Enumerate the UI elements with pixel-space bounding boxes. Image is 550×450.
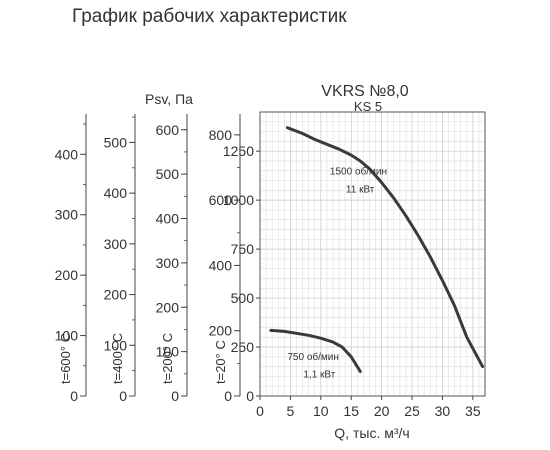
y-tick-label: 250 [231,339,255,355]
pressure-scale-tick-label: 100 [156,344,180,360]
pressure-scale-tick-label: 300 [156,255,180,271]
y-tick-label: 0 [246,388,254,404]
x-tick-label: 15 [343,403,359,419]
series-line [269,328,362,373]
pressure-scale-tick-label: 400 [55,146,79,162]
pressure-scale-tick-label: 0 [70,388,78,404]
x-axis-label: Q, тыс. м³/ч [334,425,409,441]
series-speed-label: 750 об/мин [287,351,339,363]
pressure-scale-tick-label: 100 [55,328,79,344]
x-tick-label: 30 [435,403,451,419]
pressure-scale-tick-label: 600 [209,192,233,208]
y-tick-label: 1250 [223,143,254,159]
pressure-scale-tick-label: 400 [209,257,233,273]
x-tick-label: 5 [287,403,295,419]
series-speed-label: 1500 об/мин [330,166,387,178]
pressure-scale-tick-label: 500 [156,166,180,182]
pressure-scale-tick-label: 600 [156,122,180,138]
pressure-scale-tick-label: 300 [55,207,79,223]
temperature-label: t=400° C [110,333,125,384]
pressure-scale-tick-label: 800 [209,127,233,143]
page-heading: График рабочих характеристик [72,6,347,27]
x-tick-label: 25 [404,403,420,419]
pressure-scale-tick-label: 200 [156,299,180,315]
pressure-scale-tick-label: 0 [224,388,232,404]
y-tick-label: 500 [231,290,255,306]
x-tick-label: 0 [256,403,264,419]
y-axis-label: Psv, Па [145,91,193,107]
chart-subtitle: KS 5 [354,99,382,114]
series-power-label: 1,1 кВт [303,369,335,380]
temperature-label: t=200° C [160,333,175,384]
pressure-scale-tick-label: 0 [171,388,179,404]
pressure-scale-tick-label: 0 [119,388,127,404]
series-line [285,126,485,369]
pressure-scale-tick-label: 500 [104,134,128,150]
pressure-scale-tick-label: 200 [55,267,79,283]
temperature-label: t=600° C [58,333,73,384]
pressure-scale-tick-label: 400 [104,185,128,201]
plot-frame [259,111,486,397]
x-tick-label: 10 [313,403,329,419]
y-tick-label: 750 [231,241,255,257]
series-power-label: 11 кВт [346,184,375,195]
pressure-scale-tick-label: 200 [104,287,128,303]
x-tick-label: 20 [374,403,390,419]
pressure-scale-tick-label: 400 [156,211,180,227]
x-tick-label: 35 [465,403,481,419]
pressure-scale-tick-label: 100 [104,337,128,353]
pressure-scale-tick-label: 200 [209,323,233,339]
chart-title: VKRS №8,0 [321,83,409,100]
pressure-scale-tick-label: 300 [104,236,128,252]
temperature-label: t=20° C [213,340,228,384]
